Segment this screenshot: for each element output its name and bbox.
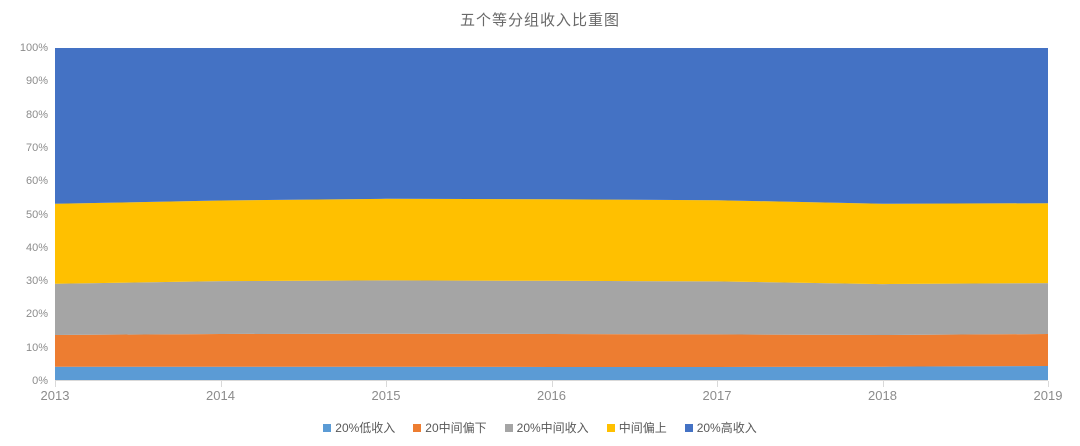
legend-item: 20%高收入: [684, 419, 757, 436]
x-axis-tick: [882, 381, 884, 387]
legend-item: 20中间偏下: [413, 419, 487, 436]
area-band-3: [55, 198, 1048, 285]
x-axis-label: 2018: [868, 388, 897, 403]
x-axis-tick: [551, 381, 553, 387]
y-axis-tick: [42, 347, 47, 349]
legend-swatch-icon: [323, 423, 332, 432]
y-axis-label: 80%: [25, 108, 48, 121]
y-axis-tick: [42, 181, 47, 183]
area-band-1: [55, 333, 1048, 367]
area-band-4: [55, 48, 1048, 204]
y-axis-label: 50%: [25, 208, 48, 221]
y-axis-tick: [42, 114, 47, 116]
x-axis-label: 2013: [40, 388, 70, 403]
x-axis-label: 2019: [1033, 388, 1063, 403]
x-axis-tick: [220, 381, 222, 387]
legend-label: 20%高收入: [696, 421, 757, 435]
plot-area: [55, 48, 1048, 381]
legend-item: 20%中间收入: [504, 419, 589, 436]
y-axis-tick: [42, 314, 47, 316]
x-axis-tick: [386, 381, 387, 387]
area-band-2: [55, 280, 1048, 335]
y-axis-label: 40%: [25, 241, 48, 254]
legend-swatch-icon: [413, 423, 422, 432]
y-axis-tick: [42, 81, 47, 83]
x-axis-label: 2015: [371, 388, 401, 403]
y-axis-label: 100%: [19, 42, 48, 54]
y-axis-label: 10%: [25, 341, 48, 354]
legend-label: 中间偏上: [618, 421, 667, 435]
legend-swatch-icon: [606, 423, 615, 432]
legend-swatch-icon: [684, 423, 693, 432]
x-axis-label: 2014: [206, 388, 235, 403]
legend-item: 20%低收入: [323, 419, 395, 436]
y-axis-tick: [42, 281, 47, 283]
legend-label: 20%中间收入: [516, 421, 589, 435]
y-axis-tick: [42, 247, 47, 249]
y-axis-label: 0%: [32, 375, 48, 387]
x-axis-tick: [55, 381, 56, 387]
y-axis-label: 20%: [25, 308, 48, 321]
y-axis-tick: [42, 214, 47, 216]
legend-swatch-icon: [504, 423, 513, 432]
y-axis-label: 90%: [25, 75, 48, 88]
legend-item: 中间偏上: [606, 419, 667, 436]
legend-label: 20%低收入: [335, 421, 396, 435]
y-axis-tick: [42, 48, 47, 49]
y-axis-label: 30%: [25, 275, 48, 288]
x-axis-line: [55, 380, 1048, 381]
x-axis-tick: [1048, 381, 1049, 387]
legend-label: 20中间偏下: [425, 421, 487, 435]
y-axis-tick: [42, 381, 47, 382]
y-axis-label: 70%: [25, 141, 48, 154]
x-axis-label: 2017: [702, 388, 732, 403]
chart-title: 五个等分组收入比重图: [459, 12, 620, 29]
y-axis-label: 60%: [25, 175, 48, 188]
area-band-0: [55, 366, 1048, 381]
y-axis-tick: [42, 147, 47, 149]
x-axis-label: 2016: [537, 388, 566, 403]
x-axis-tick: [717, 381, 718, 387]
legend: 20%低收入 20中间偏下 20%中间收入 中间偏上 20%高收入: [0, 419, 1080, 436]
